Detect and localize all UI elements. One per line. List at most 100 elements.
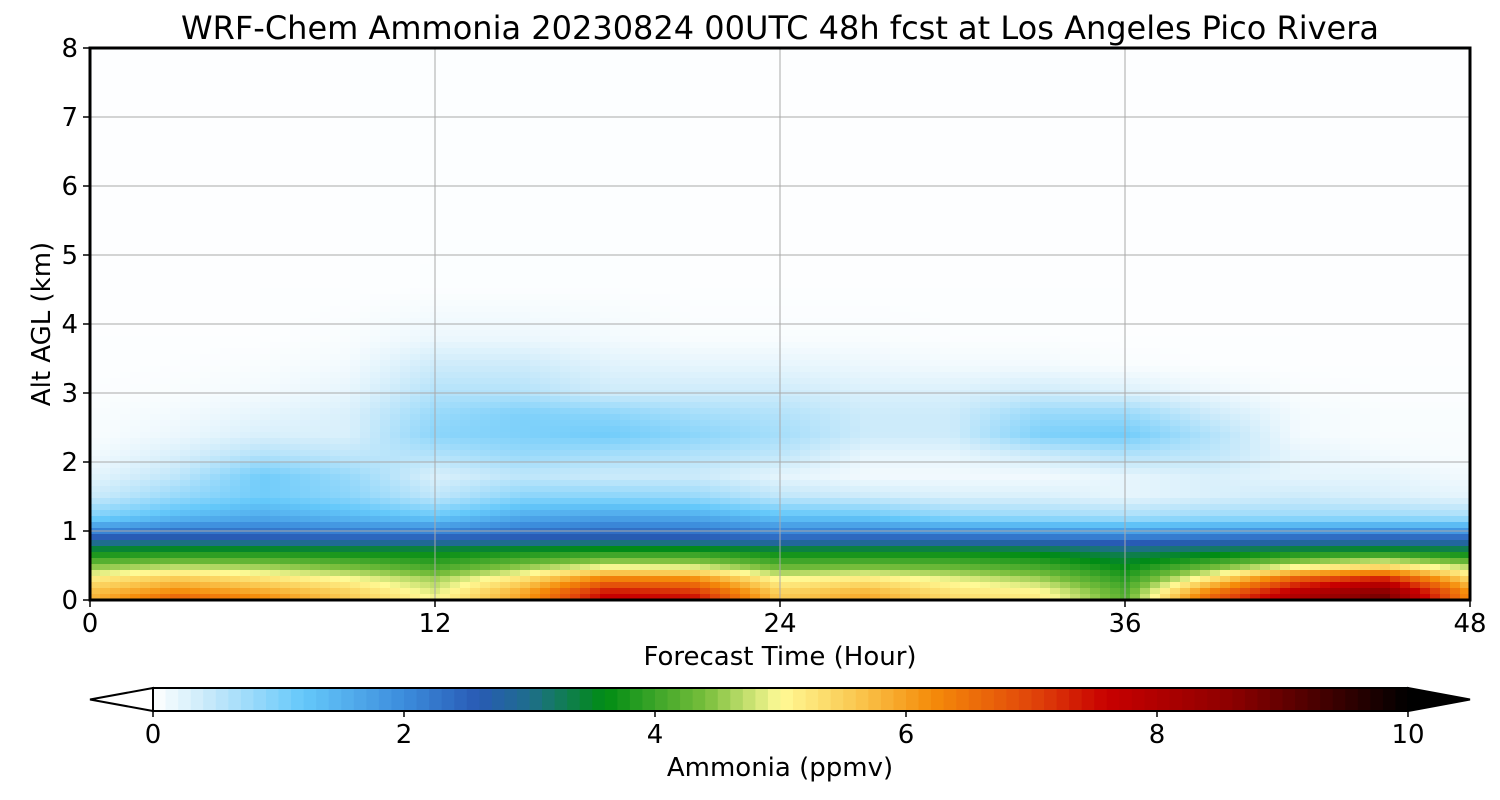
heatmap-cell	[1330, 162, 1341, 169]
heatmap-cell	[1100, 132, 1111, 139]
heatmap-cell	[890, 246, 901, 253]
heatmap-cell	[90, 132, 101, 139]
heatmap-cell	[1360, 54, 1371, 61]
heatmap-cell	[360, 126, 371, 133]
heatmap-cell	[960, 258, 971, 265]
heatmap-cell	[410, 72, 421, 79]
heatmap-cell	[840, 180, 851, 187]
heatmap-cell	[780, 120, 791, 127]
heatmap-cell	[950, 54, 961, 61]
heatmap-cell	[180, 234, 191, 241]
heatmap-cell	[820, 204, 831, 211]
heatmap-cell	[640, 168, 651, 175]
heatmap-cell	[1420, 60, 1431, 67]
heatmap-cell	[420, 96, 431, 103]
heatmap-cell	[1080, 78, 1091, 85]
heatmap-cell	[400, 174, 411, 181]
heatmap-cell	[760, 186, 771, 193]
heatmap-cell	[650, 192, 661, 199]
heatmap-cell	[1330, 84, 1341, 91]
heatmap-cell	[680, 48, 691, 55]
heatmap-cell	[1230, 102, 1241, 109]
heatmap-cell	[320, 198, 331, 205]
heatmap-cell	[1030, 222, 1041, 229]
heatmap-cell	[1380, 48, 1391, 55]
heatmap-cell	[340, 168, 351, 175]
heatmap-cell	[140, 234, 151, 241]
heatmap-cell	[260, 180, 271, 187]
heatmap-cell	[120, 210, 131, 217]
heatmap-cell	[530, 234, 541, 241]
heatmap-cell	[960, 84, 971, 91]
heatmap-cell	[250, 258, 261, 265]
heatmap-cell	[300, 132, 311, 139]
heatmap-cell	[1380, 84, 1391, 91]
heatmap-cell	[1280, 126, 1291, 133]
heatmap-cell	[200, 108, 211, 115]
heatmap-cell	[150, 216, 161, 223]
heatmap-cell	[120, 132, 131, 139]
heatmap-cell	[770, 192, 781, 199]
heatmap-cell	[1400, 138, 1411, 145]
heatmap-cell	[700, 108, 711, 115]
heatmap-cell	[820, 240, 831, 247]
heatmap-cell	[1400, 126, 1411, 133]
heatmap-cell	[500, 198, 511, 205]
heatmap-cell	[660, 144, 671, 151]
heatmap-cell	[1100, 54, 1111, 61]
heatmap-cell	[1190, 174, 1201, 181]
heatmap-cell	[160, 126, 171, 133]
heatmap-cell	[640, 186, 651, 193]
heatmap-cell	[890, 234, 901, 241]
heatmap-cell	[1130, 222, 1141, 229]
heatmap-cell	[780, 84, 791, 91]
heatmap-cell	[110, 174, 121, 181]
heatmap-cell	[780, 72, 791, 79]
heatmap-cell	[870, 108, 881, 115]
heatmap-cell	[1140, 198, 1151, 205]
heatmap-cell	[240, 138, 251, 145]
heatmap-cell	[1330, 174, 1341, 181]
heatmap-cell	[1250, 90, 1261, 97]
heatmap-cell	[720, 210, 731, 217]
heatmap-cell	[460, 84, 471, 91]
heatmap-cell	[1180, 72, 1191, 79]
heatmap-cell	[330, 222, 341, 229]
heatmap-cell	[1200, 168, 1211, 175]
heatmap-cell	[1430, 156, 1441, 163]
heatmap-cell	[1330, 72, 1341, 79]
heatmap-cell	[940, 84, 951, 91]
heatmap-cell	[90, 54, 101, 61]
heatmap-cell	[440, 108, 451, 115]
heatmap-cell	[280, 108, 291, 115]
heatmap-cell	[620, 108, 631, 115]
heatmap-cell	[930, 174, 941, 181]
heatmap-cell	[1350, 84, 1361, 91]
heatmap-cell	[420, 246, 431, 253]
heatmap-cell	[180, 138, 191, 145]
heatmap-cell	[550, 216, 561, 223]
heatmap-cell	[950, 126, 961, 133]
heatmap-cell	[130, 228, 141, 235]
heatmap-cell	[370, 150, 381, 157]
heatmap-cell	[1180, 78, 1191, 85]
heatmap-cell	[740, 48, 751, 55]
heatmap-cell	[1440, 96, 1451, 103]
heatmap-cell	[980, 84, 991, 91]
heatmap-cell	[630, 84, 641, 91]
heatmap-cell	[1180, 144, 1191, 151]
heatmap-cell	[720, 192, 731, 199]
heatmap-cell	[1450, 228, 1461, 235]
heatmap-cell	[690, 216, 701, 223]
heatmap-cell	[440, 126, 451, 133]
heatmap-cell	[1020, 168, 1031, 175]
heatmap-cell	[1140, 180, 1151, 187]
heatmap-cell	[380, 60, 391, 67]
heatmap-cell	[110, 258, 121, 265]
heatmap-cell	[570, 204, 581, 211]
heatmap-cell	[890, 156, 901, 163]
heatmap-cell	[1250, 150, 1261, 157]
heatmap-cell	[420, 240, 431, 247]
heatmap-cell	[1420, 192, 1431, 199]
heatmap-cell	[720, 150, 731, 157]
